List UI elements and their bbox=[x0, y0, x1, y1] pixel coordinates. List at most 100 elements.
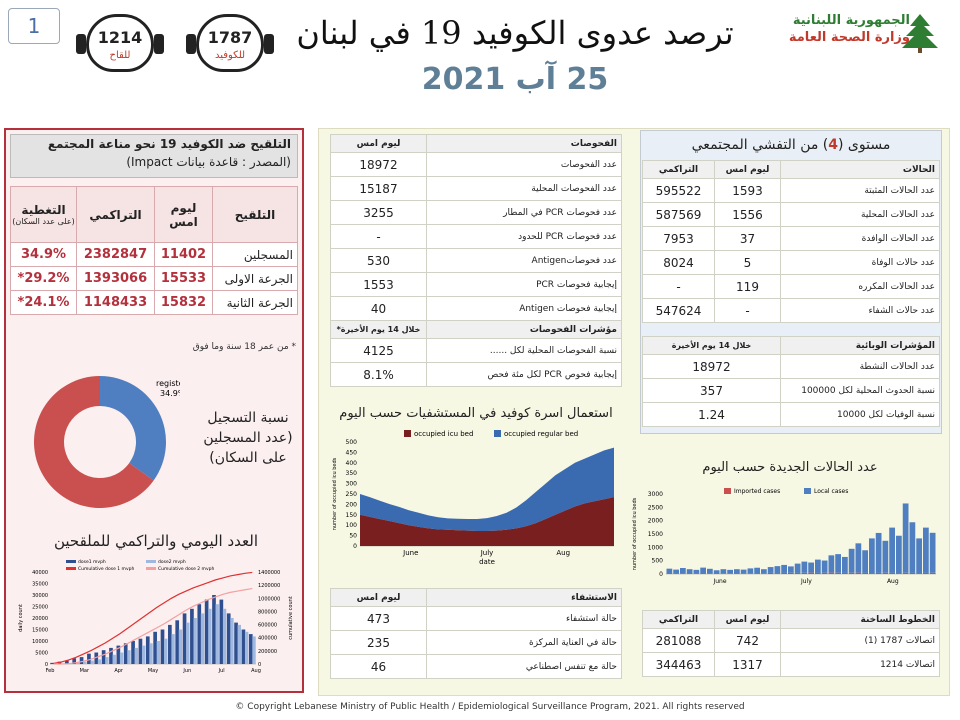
bar-imported bbox=[821, 572, 828, 574]
vaccination-title: التلقيح ضد الكوفيد 19 نحو مناعة المجتمع bbox=[47, 137, 291, 151]
bar-dose2 bbox=[230, 618, 234, 664]
copyright: © Copyright Lebanese Ministry of Public … bbox=[235, 702, 745, 712]
y-tick-label: 450 bbox=[346, 449, 358, 456]
bar-imported bbox=[842, 572, 848, 574]
y2-tick-label: 400000 bbox=[258, 636, 277, 642]
cases-chart-title: عدد الحالات الجديدة حسب اليوم bbox=[702, 460, 878, 475]
bar-dose2 bbox=[119, 652, 124, 664]
row-value-value: 473 bbox=[330, 606, 427, 631]
bar-dose1 bbox=[94, 652, 99, 664]
ministry-name: الجمهورية اللبنانية وزارة الصحة العامة bbox=[770, 12, 910, 46]
vaccine-hotline-badge: 1214 للقاح bbox=[74, 8, 166, 78]
row-value-yesterday: 119 bbox=[714, 274, 781, 299]
y-tick-label: 2000 bbox=[648, 518, 663, 525]
x-tick-label: May bbox=[148, 668, 158, 674]
legend-swatch bbox=[404, 430, 411, 437]
bar-imported bbox=[727, 573, 733, 574]
row-value-yesterday: 37 bbox=[714, 226, 781, 251]
table-row: عدد الحالات المكرره 119- bbox=[642, 274, 940, 299]
registration-label: نسبة التسجيل (عدد المسجلين على السكان) bbox=[203, 410, 293, 466]
bar-dose2 bbox=[149, 643, 153, 664]
row-label: عدد الحالات المكرره bbox=[780, 274, 940, 299]
bar-dose1 bbox=[101, 650, 106, 664]
covid-hotline-label: للكوفيد bbox=[214, 50, 246, 61]
x-tick-label: July bbox=[480, 549, 494, 557]
y-tick-label: 3000 bbox=[648, 491, 663, 498]
vaccination-header: التلقيح ضد الكوفيد 19 نحو مناعة المجتمع … bbox=[10, 134, 298, 178]
covid-hotline-number: 1787 bbox=[207, 28, 253, 47]
x-tick-label: Mar bbox=[80, 668, 90, 674]
bar-local bbox=[896, 535, 902, 574]
epi-indicators-table: المؤشرات الوبائية خلال 14 يوم الأخيرة عدد… bbox=[642, 336, 940, 427]
covid-hotline-badge: 1787 للكوفيد bbox=[184, 8, 276, 78]
bar-dose2 bbox=[208, 608, 212, 664]
bar-local bbox=[740, 569, 747, 574]
row-value-yesterday: 1593 bbox=[714, 178, 781, 203]
table-row: اتصالات 1787 (1) 742 281088 bbox=[642, 628, 940, 653]
y-tick-label: 150 bbox=[346, 512, 358, 519]
page-number: 1 bbox=[8, 8, 60, 44]
bar-local bbox=[788, 566, 794, 573]
bar-dose2 bbox=[200, 613, 205, 664]
table-row: *29.2% 1393066 15533 الجرعة الاولى bbox=[10, 266, 298, 291]
y-tick-label: 35000 bbox=[32, 582, 48, 588]
table-row: *24.1% 1148433 15832 الجرعة الثانية bbox=[10, 290, 298, 315]
x-tick-label: Feb bbox=[46, 668, 55, 674]
bar-local bbox=[673, 569, 679, 574]
legend-swatch bbox=[494, 430, 501, 437]
daily-vaccination-chart: 0 5000 10000 15000 20000 25000 30000 35000 40000… bbox=[18, 559, 294, 674]
y-axis-label: number of occupied icu beds bbox=[332, 457, 338, 530]
bar-local bbox=[713, 570, 720, 574]
legend-swatch bbox=[66, 567, 76, 570]
cumulative-line bbox=[53, 571, 253, 664]
header-cumulative: التراكمي bbox=[76, 186, 155, 243]
bar-imported bbox=[720, 573, 727, 574]
bar-imported bbox=[686, 573, 693, 574]
bar-imported bbox=[869, 573, 875, 574]
table-row: حالة استشفاء 473 bbox=[330, 606, 622, 631]
row-label: عدد الحالات النشطة bbox=[780, 354, 940, 379]
row-label: عدد فحوصاتAntigen bbox=[426, 248, 622, 273]
y-tick-label: 400 bbox=[346, 460, 358, 467]
bar-dose1 bbox=[160, 629, 165, 664]
y-tick-label: 2500 bbox=[648, 504, 663, 511]
bar-dose2 bbox=[83, 661, 87, 664]
row-label: إيجابية فحوص PCR لكل مئة فحص bbox=[426, 362, 622, 387]
bar-imported bbox=[828, 572, 835, 574]
bar-imported bbox=[808, 572, 814, 574]
table-row: إيجابية فحوصات PCR 1553 bbox=[330, 272, 622, 297]
table-row: عدد حالات الشفاء -547624 bbox=[642, 298, 940, 323]
y-tick-label: 1000 bbox=[648, 544, 663, 551]
legend-label: Imported cases bbox=[734, 488, 780, 495]
y-tick-label: 0 bbox=[45, 662, 48, 668]
bar-dose2 bbox=[105, 657, 109, 664]
y-tick-label: 250 bbox=[346, 491, 358, 498]
row-value-cumulative: 8024 bbox=[642, 250, 715, 275]
bar-dose1 bbox=[50, 662, 54, 664]
row-label: اتصالات 1214 bbox=[780, 652, 940, 677]
bar-local bbox=[747, 568, 754, 574]
bar-dose2 bbox=[127, 650, 131, 664]
row-label: عدد فحوصات PCR في المطار bbox=[426, 200, 622, 225]
row-value-value: 530 bbox=[330, 248, 427, 273]
bar-imported bbox=[929, 572, 936, 574]
bar-local bbox=[774, 566, 781, 574]
bar-dose2 bbox=[156, 641, 161, 664]
y2-tick-label: 200000 bbox=[258, 649, 277, 655]
row-label: عدد حالات الوفاة bbox=[780, 250, 940, 275]
bar-dose1 bbox=[175, 620, 180, 664]
donut-slice bbox=[34, 376, 154, 508]
bar-dose1 bbox=[182, 613, 187, 664]
row-value-cumulative: 547624 bbox=[642, 298, 715, 323]
bar-dose1 bbox=[204, 599, 209, 664]
x-tick-label: Jun bbox=[182, 668, 191, 674]
y-tick-label: 200 bbox=[346, 501, 358, 508]
row-label: عدد الفحوصات المحلية bbox=[426, 176, 622, 201]
legend-swatch bbox=[146, 567, 156, 570]
daily-vaccinated-title: العدد اليومي والتراكمي للملقحين bbox=[53, 532, 259, 550]
y-tick-label: 20000 bbox=[32, 616, 48, 622]
bar-local bbox=[842, 556, 848, 573]
new-cases-chart: 0 500 1000 1500 2000 2500 3000 June July Aug numbe… bbox=[632, 488, 936, 585]
bar-local bbox=[916, 538, 922, 574]
bar-dose2 bbox=[164, 638, 168, 664]
